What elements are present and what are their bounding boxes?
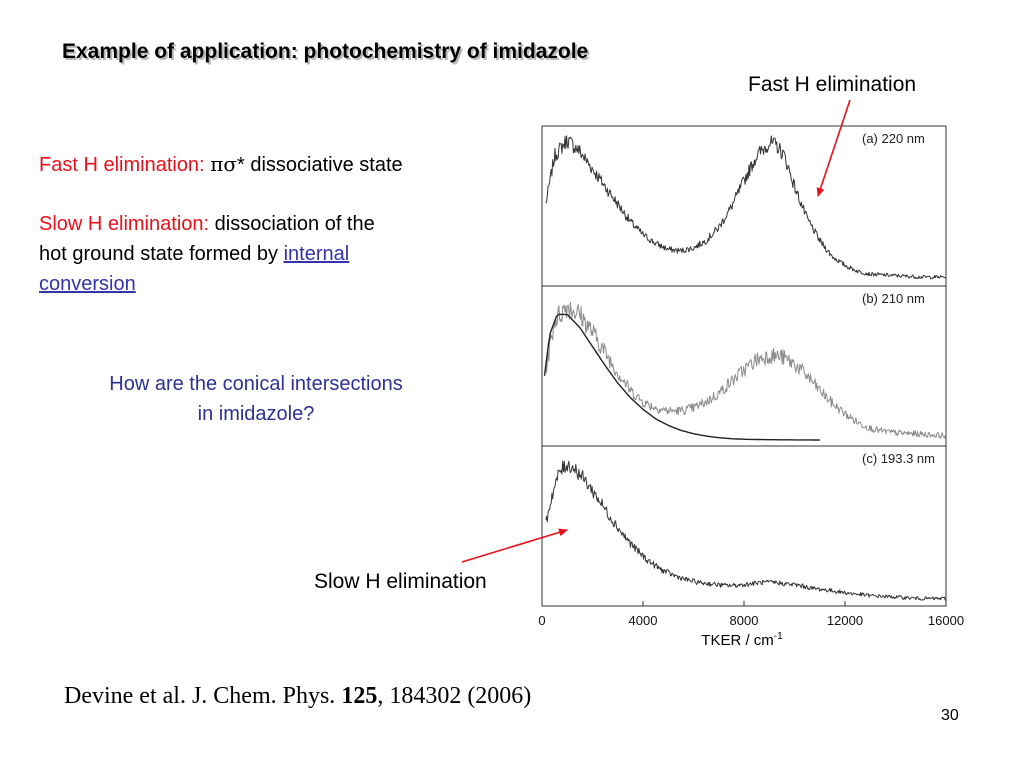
panel-frame: [541, 285, 947, 447]
panel-label: (a) 220 nm: [862, 131, 925, 146]
slow-elimination-annotation: Slow H elimination: [314, 570, 487, 593]
panel-2: (b) 210 nm: [541, 285, 947, 447]
panel-frame: [541, 125, 947, 287]
spectrum-trace: [545, 135, 947, 280]
page-number: 30: [941, 707, 959, 724]
spectrum-trace: [545, 460, 947, 601]
fast-elimination-label: Fast H elimination:: [39, 154, 205, 176]
fit-curve: [543, 313, 820, 441]
x-tick-label: 12000: [827, 613, 863, 628]
slow-elimination-line2-text: hot ground state formed by: [39, 243, 284, 265]
fast-elimination-arrow: [816, 99, 851, 197]
x-tick-label: 8000: [730, 613, 759, 628]
question-line-1: How are the conical intersections: [109, 373, 403, 395]
slow-elimination-line2: hot ground state formed by internal: [39, 239, 375, 269]
x-axis: 0 4000 8000 12000 16000: [538, 601, 964, 628]
panel-label: (c) 193.3 nm: [862, 451, 935, 466]
slow-elimination-line3: conversion: [39, 269, 375, 299]
x-axis-label: TKER / cm-1: [701, 631, 783, 649]
greek-pi-sigma: πσ: [210, 152, 237, 176]
slow-elimination-label: Slow H elimination:: [39, 213, 210, 235]
citation: Devine et al. J. Chem. Phys. 125, 184302…: [64, 683, 531, 710]
x-tick-label: 0: [538, 613, 545, 628]
internal-conversion-link-continued[interactable]: conversion: [39, 273, 136, 295]
internal-conversion-link[interactable]: internal: [283, 243, 350, 265]
fast-elimination-state: πσ* dissociative state: [210, 152, 403, 176]
panel-3: (c) 193.3 nm: [541, 445, 947, 607]
x-tick-label: 4000: [629, 613, 658, 628]
slide-title: Example of application: photochemistry o…: [62, 40, 589, 63]
spectrum-trace: [545, 301, 947, 439]
x-tick-label: 16000: [928, 613, 964, 628]
citation-volume: 125: [341, 683, 378, 709]
panel-label: (b) 210 nm: [862, 291, 925, 306]
panel-frame: [541, 445, 947, 607]
slow-elimination-line1: Slow H elimination: dissociation of the: [39, 209, 375, 239]
question-text: How are the conical intersections in imi…: [40, 369, 472, 429]
question-line-2: in imidazole?: [197, 403, 315, 425]
slow-elimination-arrow: [461, 528, 568, 563]
citation-suffix: , 184302 (2006): [377, 683, 532, 709]
fast-elimination-annotation: Fast H elimination: [748, 73, 917, 96]
fast-elimination-rest: * dissociative state: [236, 154, 403, 176]
panel-1: (a) 220 nm: [541, 125, 947, 287]
citation-prefix: Devine et al. J. Chem. Phys.: [64, 683, 342, 709]
slow-elimination-text: Slow H elimination: dissociation of the …: [39, 209, 375, 299]
slow-elimination-rest: dissociation of the: [209, 213, 375, 235]
fast-elimination-text: Fast H elimination: πσ* dissociative sta…: [39, 149, 403, 180]
